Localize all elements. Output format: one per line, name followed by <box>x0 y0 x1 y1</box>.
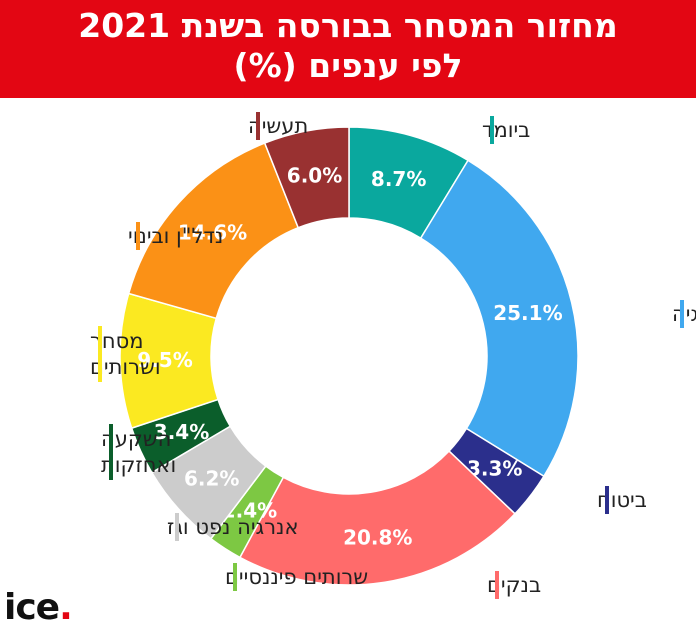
slice-value-label: 8.7% <box>371 167 426 191</box>
logo-text: ice <box>4 587 60 628</box>
legend-label: ביטוח <box>597 488 647 512</box>
legend-marker <box>605 486 609 514</box>
legend-label: שרותים פיננסיים <box>225 565 368 589</box>
ice-logo: ice. <box>4 587 73 628</box>
legend-label: ביומד <box>482 118 530 142</box>
legend-marker <box>490 116 494 144</box>
chart-title-line-2: לפי ענפים (%) <box>233 46 463 85</box>
legend-marker <box>175 513 179 541</box>
legend-marker <box>136 222 140 250</box>
slice-value-label: 14.6% <box>178 221 247 245</box>
donut-slice <box>238 450 517 586</box>
slice-value-label: 25.1% <box>493 301 562 325</box>
legend-marker <box>495 571 499 599</box>
logo-dot: . <box>59 587 73 628</box>
legend-marker <box>680 300 684 328</box>
donut-slice <box>263 126 350 229</box>
slice-value-label: 6.0% <box>287 163 342 187</box>
donut-slice <box>419 159 579 478</box>
slice-value-label: 9.5% <box>137 348 192 372</box>
legend-label: אנרגיה נפט וגז <box>167 515 299 539</box>
chart-title-line-1: מחזור המסחר בבורסה בשנת 2021 <box>78 6 618 45</box>
donut-chart: 8.7%ביומד25.1%טכנולוגיה3.3%ביטוח20.8%בנק… <box>90 112 696 599</box>
legend-marker <box>109 424 113 480</box>
legend-marker <box>233 563 237 591</box>
legend-label: נדל"ן ובינוי <box>128 224 223 248</box>
legend-label: ואחזקות <box>101 453 176 477</box>
legend-marker <box>98 326 102 382</box>
legend-marker <box>256 112 260 140</box>
slice-value-label: 3.4% <box>154 420 209 444</box>
chart-title-banner: מחזור המסחר בבורסה בשנת 2021 לפי ענפים (… <box>0 0 696 98</box>
slice-value-label: 6.2% <box>184 467 239 491</box>
slice-value-label: 20.8% <box>343 526 412 550</box>
